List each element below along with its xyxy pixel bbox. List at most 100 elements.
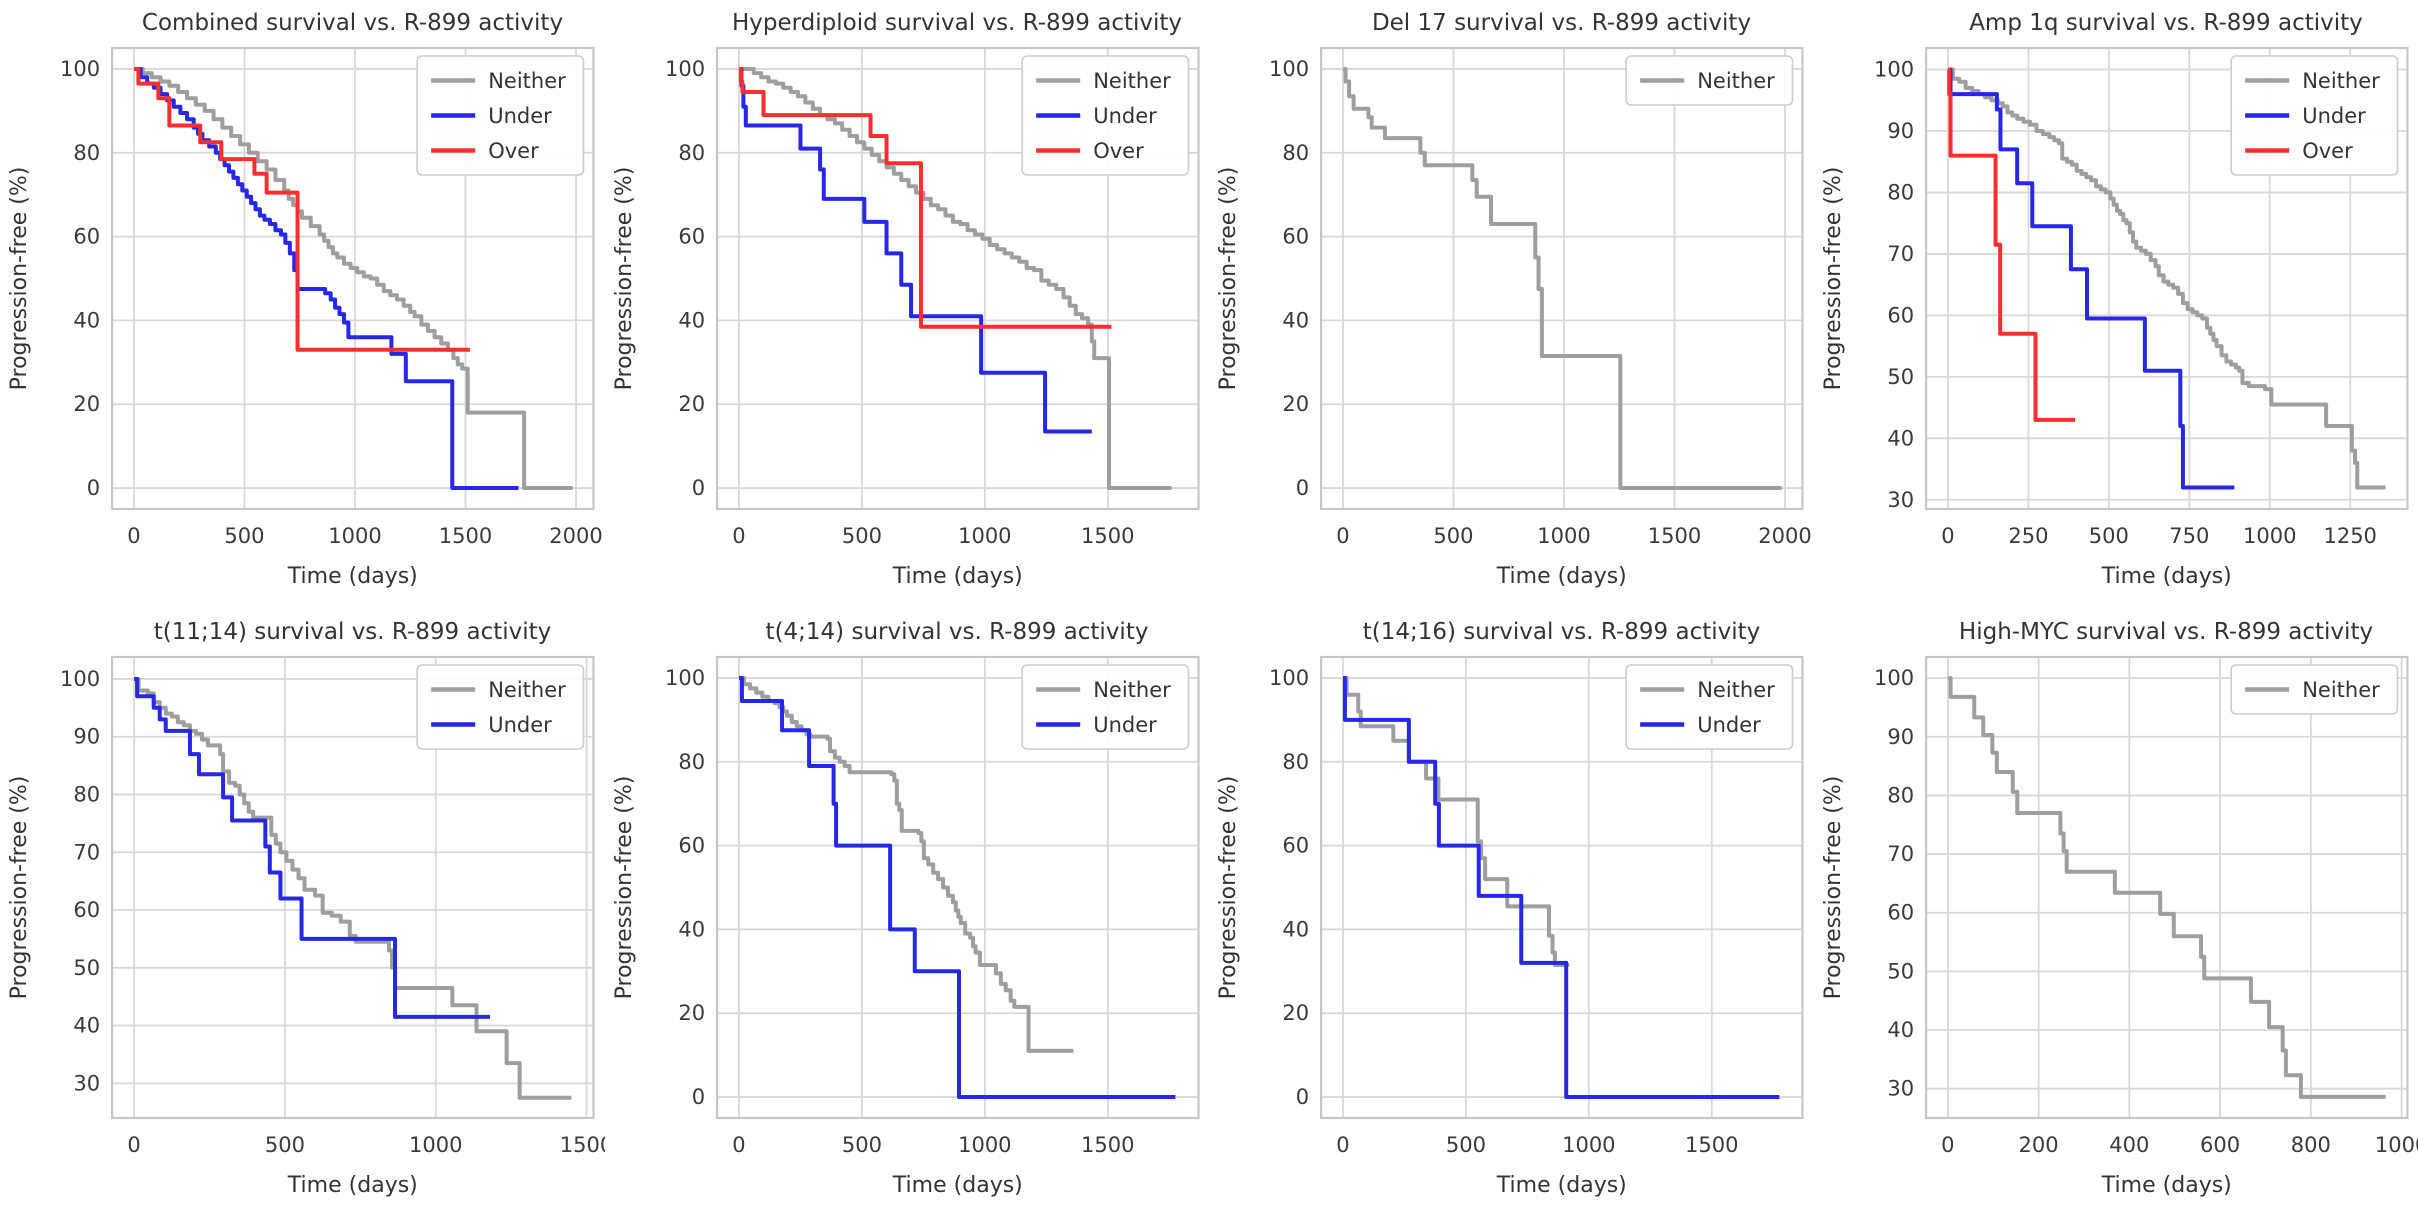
legend-label-under: Under [488,713,552,737]
tick-labels: 0 500 1000 1500 0 20 40 60 80 100 [664,57,1134,548]
y-tick-label: 60 [73,225,100,249]
survival-curve-over [1946,67,2075,422]
axes-frame [1924,46,2409,511]
survival-curve-neither [1343,676,1570,967]
y-tick-label: 20 [678,1001,705,1025]
x-tick-label: 500 [2088,524,2128,548]
y-tick-label: 70 [1887,842,1914,866]
y-tick-label: 90 [1887,725,1914,749]
grid [1321,48,1803,509]
y-axis-label: Progression-free (%) [612,167,637,391]
x-tick-label: 500 [224,524,264,548]
x-axis-label: Time (days) [891,564,1022,589]
y-tick-label: 20 [73,392,100,416]
tick-labels: 0 250 500 750 1000 1250 30 40 50 60 70 80 90 100 [1873,58,2376,548]
axes-frame [715,46,1200,511]
x-tick-label: 500 [1446,1133,1486,1157]
x-tick-label: 600 [2200,1133,2240,1157]
legend: Neither [2229,664,2398,715]
legend: Neither Under Over [2229,55,2398,176]
x-tick-label: 0 [1941,524,1954,548]
survival-curve-neither [1947,676,2386,1099]
x-tick-label: 500 [265,1133,305,1157]
legend-label-neither: Neither [1697,69,1775,93]
axes-frame [715,655,1200,1120]
x-axis-label: Time (days) [287,1173,418,1198]
y-tick-label: 40 [1887,1018,1914,1042]
tick-labels: 0 500 1000 1500 0 20 40 60 80 100 [664,666,1134,1157]
legend-box [1020,664,1189,750]
y-tick-label: 100 [664,57,704,81]
survival-curve-neither [134,67,573,490]
survival-curve-under [738,67,1092,434]
x-tick-label: 0 [1941,1133,1954,1157]
legend: Neither Under Over [1020,55,1189,176]
subplot-t14-16: 0 500 1000 1500 0 20 40 60 80 100 Time (days) Progr… [1209,609,1814,1218]
x-tick-label: 250 [2008,524,2048,548]
legend-label-neither: Neither [488,678,566,702]
legend-box [416,55,585,176]
x-tick-label: 1000 [1537,524,1590,548]
legend-label-under: Under [1093,713,1157,737]
y-tick-label: 80 [1282,141,1309,165]
y-tick-label: 100 [1873,58,1913,82]
x-tick-label: 1500 [439,524,492,548]
y-axis-label: Progression-free (%) [7,776,32,1000]
y-tick-label: 0 [87,476,100,500]
plot-title-del17: Del 17 survival vs. R-899 activity [1371,10,1752,36]
y-tick-label: 100 [1873,666,1913,690]
x-tick-label: 2000 [549,524,602,548]
legend-label-over: Over [488,139,539,163]
tick-labels: 0 500 1000 1500 2000 0 20 40 60 80 100 [60,57,603,548]
curves [1947,676,2386,1099]
x-tick-label: 1500 [1685,1133,1738,1157]
legend: Neither Under [1020,664,1189,750]
legend-label-neither: Neither [488,69,566,93]
x-axis-label: Time (days) [1496,564,1627,589]
t11-14-plot-canvas: 0 500 1000 1500 30 40 50 60 70 80 90 100 Time (days)… [7,655,605,1198]
y-tick-label: 40 [73,1014,100,1038]
subplot-combined: 0 500 1000 1500 2000 0 20 40 60 80 100 Time (days) P… [0,0,605,609]
survival-curve-neither [1947,67,2386,490]
y-tick-label: 80 [1887,180,1914,204]
x-tick-label: 1000 [958,524,1011,548]
x-axis-label: Time (days) [287,564,418,589]
survival-curve-over [134,67,470,352]
y-tick-label: 40 [678,308,705,332]
y-tick-label: 100 [1269,666,1309,690]
axes-frame [1924,655,2409,1120]
legend-box [1625,55,1794,106]
subplot-high-myc: 0 200 400 600 800 1000 30 40 50 60 70 80 90 100 Time (… [1814,609,2418,1218]
tick-labels: 0 500 1000 1500 2000 0 20 40 60 80 100 [1269,57,1812,548]
tick-labels: 0 500 1000 1500 30 40 50 60 70 80 90 100 [60,667,605,1157]
curves [134,677,572,1100]
y-tick-label: 100 [664,666,704,690]
subplot-hyperdiploid: 0 500 1000 1500 0 20 40 60 80 100 Time (days) Progr… [605,0,1210,609]
x-tick-label: 1000 [1562,1133,1615,1157]
x-tick-label: 1500 [1648,524,1701,548]
y-tick-label: 70 [1887,242,1914,266]
del17-plot-canvas: 0 500 1000 1500 2000 0 20 40 60 80 100 Time (days) P… [1216,46,1812,589]
legend-label-under: Under [1093,104,1157,128]
y-tick-label: 0 [1296,476,1309,500]
curves [738,67,1172,490]
x-tick-label: 1250 [2323,524,2376,548]
legend-box [416,664,585,750]
y-tick-label: 80 [1887,783,1914,807]
legend-box [1020,55,1189,176]
axes-frame [110,655,595,1120]
x-tick-label: 800 [2290,1133,2330,1157]
curves [738,676,1175,1099]
t14-16-plot-canvas: 0 500 1000 1500 0 20 40 60 80 100 Time (days) Progr… [1216,655,1804,1198]
legend-box [1625,664,1794,750]
x-tick-label: 1000 [409,1133,462,1157]
t4-14-plot-canvas: 0 500 1000 1500 0 20 40 60 80 100 Time (days) Progr… [612,655,1200,1198]
curves [134,67,573,490]
x-tick-label: 750 [2169,524,2209,548]
x-tick-label: 1500 [1081,524,1134,548]
y-tick-label: 50 [1887,365,1914,389]
y-tick-label: 80 [73,782,100,806]
y-tick-label: 90 [73,725,100,749]
y-tick-label: 0 [691,1085,704,1109]
